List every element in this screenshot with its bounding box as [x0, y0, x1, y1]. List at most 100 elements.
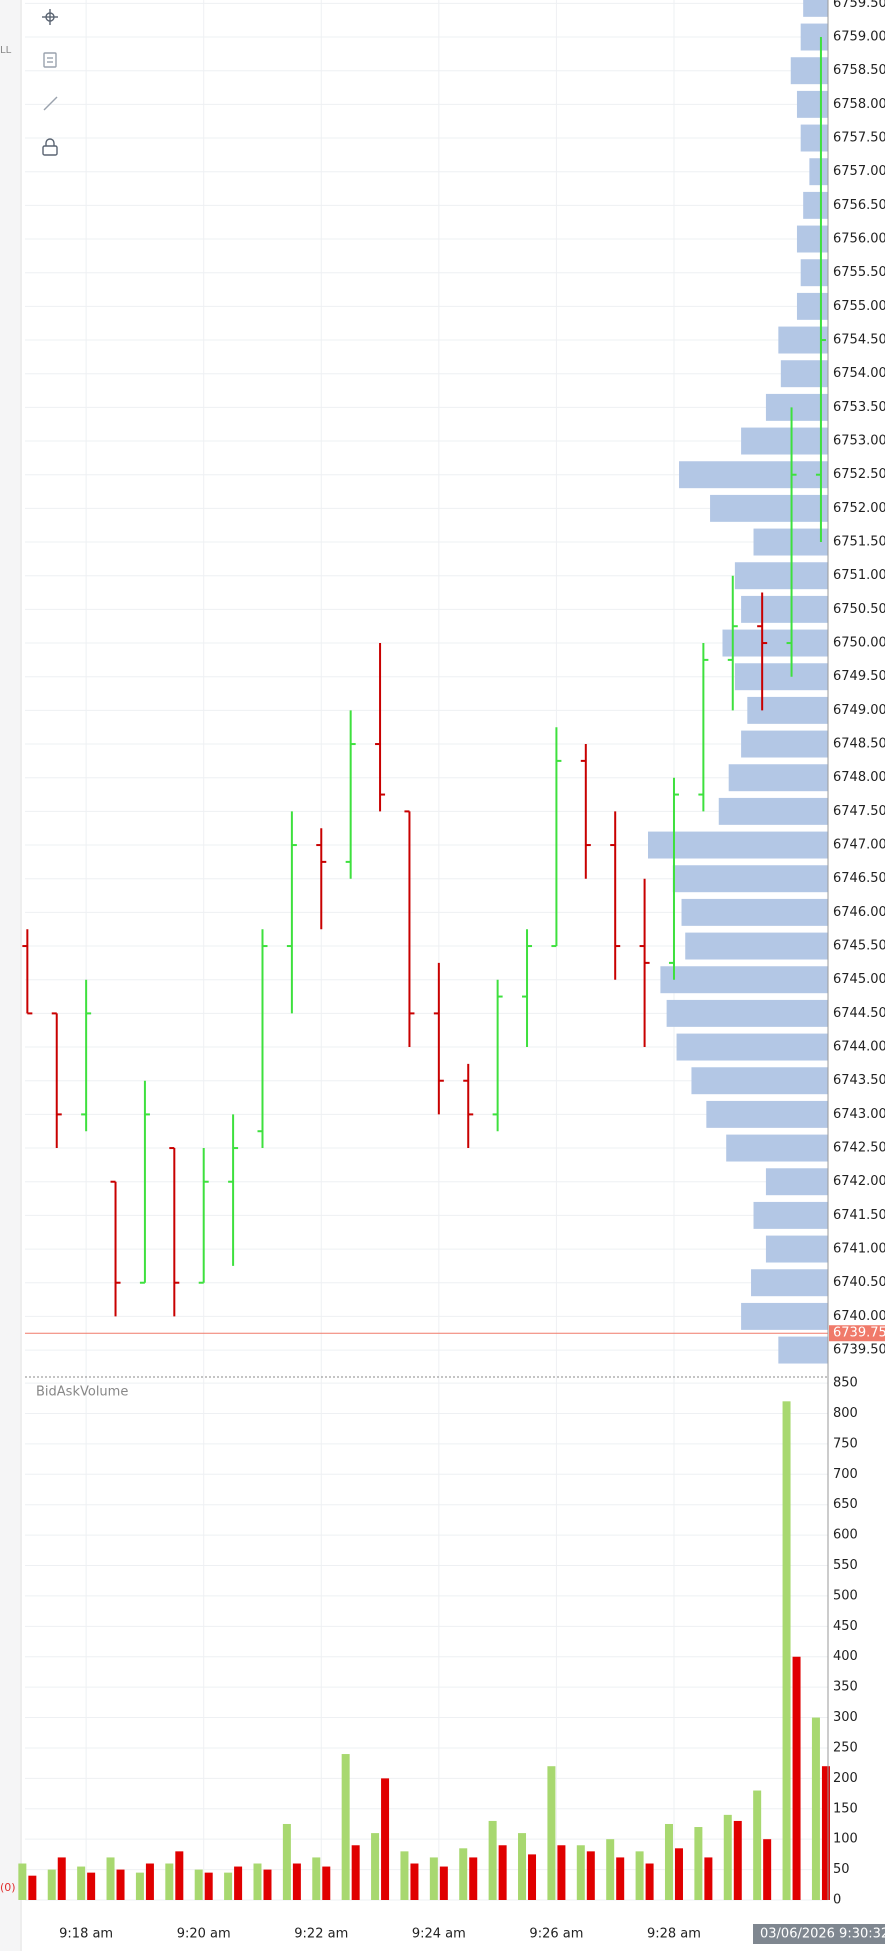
y-tick-label: 50 [833, 1862, 850, 1877]
volume-bar [763, 1839, 772, 1900]
volume-bar [557, 1845, 566, 1900]
volume-bar [439, 1866, 448, 1900]
volume-bar [821, 1766, 830, 1900]
volume-bar [116, 1869, 125, 1900]
profile-bar [778, 1336, 828, 1364]
y-tick-label: 6742.50 [833, 1141, 885, 1156]
profile-bar [681, 898, 828, 926]
profile-bar [728, 764, 828, 792]
profile-bar [672, 865, 828, 893]
volume-bar [488, 1820, 497, 1900]
y-tick-label: 6754.00 [833, 366, 885, 381]
current-price-box [829, 1325, 885, 1342]
crosshair-time-label: 03/06/2026 9:30:32 a [760, 1927, 885, 1942]
profile-bar [800, 259, 828, 287]
y-tick-label: 750 [833, 1436, 858, 1451]
y-tick-label: 6759.00 [833, 30, 885, 45]
volume-bar [253, 1863, 262, 1900]
volume-bar [234, 1866, 243, 1900]
y-tick-label: 650 [833, 1497, 858, 1512]
profile-bar [685, 932, 828, 960]
crosshair-tool[interactable] [42, 9, 58, 25]
volume-bar [292, 1863, 301, 1900]
y-tick-label: 6757.00 [833, 164, 885, 179]
profile-bar [706, 1100, 828, 1128]
cropped-label: LL [0, 45, 12, 56]
y-tick-label: 6758.50 [833, 63, 885, 78]
volume-bar [312, 1857, 321, 1900]
volume-bar [145, 1863, 154, 1900]
volume-bar [351, 1845, 360, 1900]
volume-bar [165, 1863, 174, 1900]
volume-bar [498, 1845, 507, 1900]
volume-bar [704, 1857, 713, 1900]
profile-bar [718, 797, 828, 825]
y-tick-label: 100 [833, 1832, 858, 1847]
y-tick-label: 6750.50 [833, 602, 885, 617]
y-tick-label: 6740.00 [833, 1309, 885, 1324]
y-tick-label: 6756.00 [833, 232, 885, 247]
volume-bar [694, 1827, 703, 1900]
volume-bar [782, 1401, 791, 1900]
profile-bar [765, 393, 828, 421]
profile-bar [796, 90, 828, 118]
y-tick-label: 6746.50 [833, 871, 885, 886]
volume-bar [18, 1863, 27, 1900]
y-tick-label: 850 [833, 1376, 858, 1391]
volume-bar [645, 1863, 654, 1900]
volume-bar [792, 1656, 801, 1900]
profile-bar [765, 1168, 828, 1196]
profile-bar [747, 696, 828, 724]
volume-bar [224, 1872, 233, 1900]
x-tick-label: 9:26 am [529, 1927, 583, 1942]
x-tick-label: 9:20 am [177, 1927, 231, 1942]
y-tick-label: 500 [833, 1588, 858, 1603]
y-tick-label: 6740.50 [833, 1275, 885, 1290]
note-tool[interactable] [43, 52, 57, 68]
y-tick-label: 550 [833, 1558, 858, 1573]
y-tick-label: 6754.50 [833, 333, 885, 348]
volume-bar [175, 1851, 184, 1900]
y-tick-label: 450 [833, 1619, 858, 1634]
y-tick-label: 800 [833, 1406, 858, 1421]
volume-bar [606, 1839, 615, 1900]
volume-bar [47, 1869, 56, 1900]
profile-bar [741, 730, 828, 758]
profile-bar [741, 427, 828, 455]
y-tick-label: 6757.50 [833, 131, 885, 146]
lock-tool[interactable] [42, 138, 58, 156]
y-tick-label: 700 [833, 1467, 858, 1482]
y-tick-label: 6745.00 [833, 972, 885, 987]
profile-bar [751, 1269, 828, 1297]
line-tool[interactable] [43, 96, 58, 111]
x-tick-label: 9:18 am [59, 1927, 113, 1942]
volume-bar [518, 1833, 527, 1900]
y-tick-label: 300 [833, 1710, 858, 1725]
volume-bar [723, 1814, 732, 1900]
volume-bar [87, 1872, 96, 1900]
profile-bar [648, 831, 828, 859]
volume-bar [28, 1875, 37, 1900]
y-tick-label: 6747.00 [833, 838, 885, 853]
profile-bar [666, 999, 828, 1027]
profile-bar [726, 1134, 828, 1162]
y-tick-label: 6749.50 [833, 669, 885, 684]
y-tick-label: 6756.50 [833, 198, 885, 213]
y-tick-label: 6750.00 [833, 636, 885, 651]
volume-bar [410, 1863, 419, 1900]
profile-bar [679, 461, 828, 489]
volume-bar [635, 1851, 644, 1900]
y-tick-label: 600 [833, 1528, 858, 1543]
profile-bar [796, 225, 828, 253]
profile-bar [676, 1033, 828, 1061]
y-tick-label: 6741.50 [833, 1208, 885, 1223]
volume-bar [576, 1845, 585, 1900]
y-tick-label: 6745.50 [833, 939, 885, 954]
y-tick-label: 6753.50 [833, 400, 885, 415]
y-tick-label: 6743.50 [833, 1073, 885, 1088]
volume-bar [263, 1869, 272, 1900]
profile-bar [734, 663, 828, 691]
y-tick-label: 6752.00 [833, 501, 885, 516]
profile-bar [691, 1067, 828, 1095]
y-tick-label: 350 [833, 1680, 858, 1695]
